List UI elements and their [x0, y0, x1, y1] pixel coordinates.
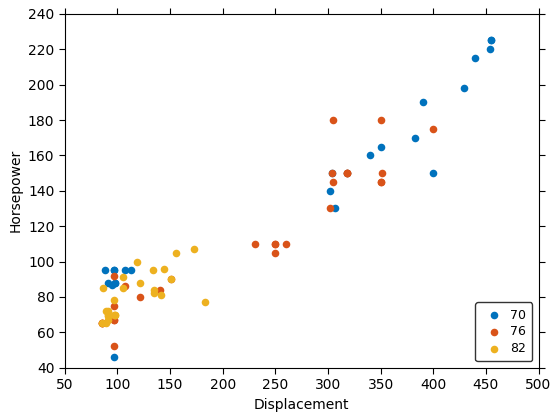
Y-axis label: Horsepower: Horsepower: [8, 149, 22, 232]
76: [329, 117, 338, 123]
70: [486, 46, 494, 52]
76: [271, 249, 280, 256]
82: [149, 267, 158, 274]
82: [190, 246, 199, 252]
70: [331, 205, 340, 212]
76: [110, 317, 119, 323]
70: [120, 267, 129, 274]
Legend: 70, 76, 82: 70, 76, 82: [475, 302, 533, 362]
82: [104, 311, 113, 318]
70: [127, 267, 136, 274]
82: [133, 258, 142, 265]
82: [101, 320, 110, 327]
70: [110, 354, 119, 360]
82: [111, 311, 120, 318]
70: [487, 37, 496, 44]
82: [110, 297, 119, 304]
76: [376, 178, 385, 185]
70: [376, 143, 385, 150]
82: [200, 299, 209, 306]
76: [110, 302, 119, 309]
76: [377, 170, 386, 176]
70: [411, 134, 420, 141]
82: [118, 285, 127, 291]
70: [110, 267, 119, 274]
70: [429, 170, 438, 176]
76: [97, 320, 106, 327]
76: [110, 343, 119, 350]
76: [155, 286, 164, 293]
76: [97, 320, 106, 327]
76: [376, 117, 385, 123]
82: [167, 276, 176, 283]
70: [108, 281, 116, 288]
76: [329, 178, 338, 185]
76: [97, 320, 106, 327]
82: [101, 308, 110, 315]
82: [159, 265, 168, 272]
82: [111, 311, 120, 318]
76: [282, 241, 291, 247]
76: [376, 178, 385, 185]
70: [325, 187, 334, 194]
76: [325, 205, 334, 212]
82: [97, 320, 106, 327]
82: [150, 290, 159, 297]
70: [343, 170, 352, 176]
76: [429, 126, 438, 132]
82: [110, 311, 119, 318]
76: [110, 272, 119, 279]
82: [118, 274, 127, 281]
82: [156, 292, 165, 299]
82: [150, 286, 159, 293]
76: [343, 170, 352, 176]
X-axis label: Displacement: Displacement: [254, 398, 349, 412]
70: [110, 267, 119, 274]
82: [98, 285, 107, 291]
76: [110, 317, 119, 323]
76: [328, 170, 337, 176]
82: [135, 279, 144, 286]
76: [167, 276, 176, 283]
76: [343, 170, 352, 176]
76: [251, 241, 260, 247]
76: [135, 294, 144, 300]
70: [111, 279, 120, 286]
76: [271, 241, 280, 247]
82: [172, 249, 181, 256]
70: [100, 267, 109, 274]
70: [471, 55, 480, 61]
82: [104, 317, 113, 323]
70: [487, 37, 496, 44]
76: [271, 241, 280, 247]
70: [366, 152, 375, 159]
70: [111, 279, 120, 286]
70: [459, 85, 468, 92]
82: [104, 308, 113, 315]
70: [104, 279, 113, 286]
70: [328, 170, 337, 176]
82: [104, 313, 113, 320]
70: [418, 99, 427, 106]
76: [343, 170, 352, 176]
76: [120, 283, 129, 290]
